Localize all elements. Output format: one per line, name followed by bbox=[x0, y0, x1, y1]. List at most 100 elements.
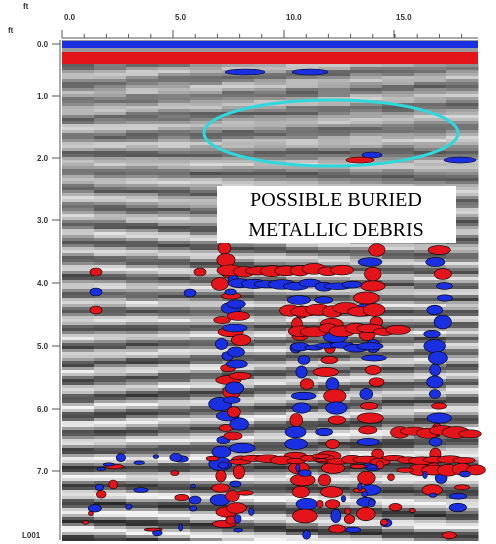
texture-strip bbox=[382, 388, 415, 391]
texture-strip bbox=[158, 256, 191, 259]
texture-strip bbox=[190, 463, 223, 466]
texture-strip bbox=[318, 103, 351, 106]
texture-strip bbox=[62, 238, 95, 241]
texture-strip bbox=[382, 244, 415, 247]
texture-strip bbox=[190, 220, 223, 223]
anomaly bbox=[385, 325, 411, 335]
texture-strip bbox=[126, 157, 159, 160]
texture-strip bbox=[254, 172, 287, 175]
anomaly bbox=[320, 486, 344, 498]
texture-strip bbox=[286, 538, 319, 541]
texture-strip bbox=[446, 115, 479, 118]
texture-strip bbox=[382, 352, 415, 355]
texture-strip bbox=[190, 421, 223, 424]
anomaly bbox=[229, 372, 252, 380]
texture-strip bbox=[94, 289, 127, 292]
texture-strip bbox=[254, 412, 287, 415]
texture-strip bbox=[158, 265, 191, 268]
texture-strip bbox=[446, 520, 479, 523]
texture-strip bbox=[254, 331, 287, 334]
texture-strip bbox=[254, 349, 287, 352]
texture-strip bbox=[126, 154, 159, 157]
texture-strip bbox=[414, 412, 447, 415]
texture-strip bbox=[94, 175, 127, 178]
texture-strip bbox=[222, 163, 255, 166]
texture-strip bbox=[190, 85, 223, 88]
texture-strip bbox=[414, 265, 447, 268]
texture-strip bbox=[94, 487, 127, 490]
texture-strip bbox=[286, 529, 319, 532]
texture-strip bbox=[190, 67, 223, 70]
texture-strip bbox=[158, 271, 191, 274]
texture-strip bbox=[414, 424, 447, 427]
anomaly bbox=[341, 280, 363, 289]
texture-strip bbox=[126, 517, 159, 520]
texture-strip bbox=[62, 385, 95, 388]
texture-strip bbox=[382, 76, 415, 79]
anomaly bbox=[426, 304, 443, 316]
texture-strip bbox=[222, 79, 255, 82]
anomaly bbox=[236, 490, 254, 496]
texture-strip bbox=[94, 514, 127, 517]
texture-strip bbox=[446, 259, 479, 262]
texture-strip bbox=[94, 295, 127, 298]
texture-strip bbox=[158, 337, 191, 340]
texture-strip bbox=[190, 484, 223, 487]
texture-strip bbox=[446, 361, 479, 364]
texture-strip bbox=[382, 385, 415, 388]
texture-strip bbox=[414, 286, 447, 289]
texture-strip bbox=[126, 64, 159, 67]
texture-strip bbox=[158, 112, 191, 115]
texture-strip bbox=[446, 154, 479, 157]
texture-strip bbox=[158, 106, 191, 109]
texture-strip bbox=[222, 406, 255, 409]
texture-strip bbox=[190, 79, 223, 82]
texture-strip bbox=[254, 109, 287, 112]
texture-strip bbox=[286, 436, 319, 439]
texture-strip bbox=[62, 136, 95, 139]
anomaly bbox=[152, 529, 163, 537]
texture-strip bbox=[126, 265, 159, 268]
texture-strip bbox=[126, 88, 159, 91]
texture-strip bbox=[446, 343, 479, 346]
texture-strip bbox=[254, 472, 287, 475]
texture-strip bbox=[286, 169, 319, 172]
texture-strip bbox=[190, 319, 223, 322]
texture-strip bbox=[318, 148, 351, 151]
texture-strip bbox=[190, 184, 223, 187]
texture-strip bbox=[62, 376, 95, 379]
anomaly bbox=[368, 377, 385, 387]
texture-strip bbox=[414, 364, 447, 367]
texture-strip bbox=[158, 241, 191, 244]
texture-strip bbox=[222, 103, 255, 106]
texture-strip bbox=[318, 139, 351, 142]
texture-strip bbox=[126, 175, 159, 178]
texture-strip bbox=[62, 106, 95, 109]
texture-strip bbox=[446, 478, 479, 481]
texture-strip bbox=[414, 97, 447, 100]
texture-strip bbox=[94, 187, 127, 190]
texture-strip bbox=[126, 238, 159, 241]
texture-strip bbox=[446, 175, 479, 178]
texture-strip bbox=[94, 145, 127, 148]
texture-strip bbox=[190, 160, 223, 163]
texture-strip bbox=[62, 367, 95, 370]
texture-strip bbox=[62, 130, 95, 133]
texture-strip bbox=[62, 424, 95, 427]
texture-strip bbox=[254, 424, 287, 427]
texture-strip bbox=[158, 310, 191, 313]
texture-strip bbox=[254, 463, 287, 466]
texture-strip bbox=[318, 364, 351, 367]
texture-strip bbox=[286, 388, 319, 391]
texture-strip bbox=[190, 322, 223, 325]
texture-strip bbox=[414, 517, 447, 520]
anomaly bbox=[320, 356, 339, 364]
texture-strip bbox=[254, 313, 287, 316]
texture-strip bbox=[446, 169, 479, 172]
texture-strip bbox=[222, 64, 255, 67]
texture-strip bbox=[62, 166, 95, 169]
texture-strip bbox=[382, 184, 415, 187]
texture-strip bbox=[286, 160, 319, 163]
texture-strip bbox=[94, 133, 127, 136]
texture-strip bbox=[190, 475, 223, 478]
